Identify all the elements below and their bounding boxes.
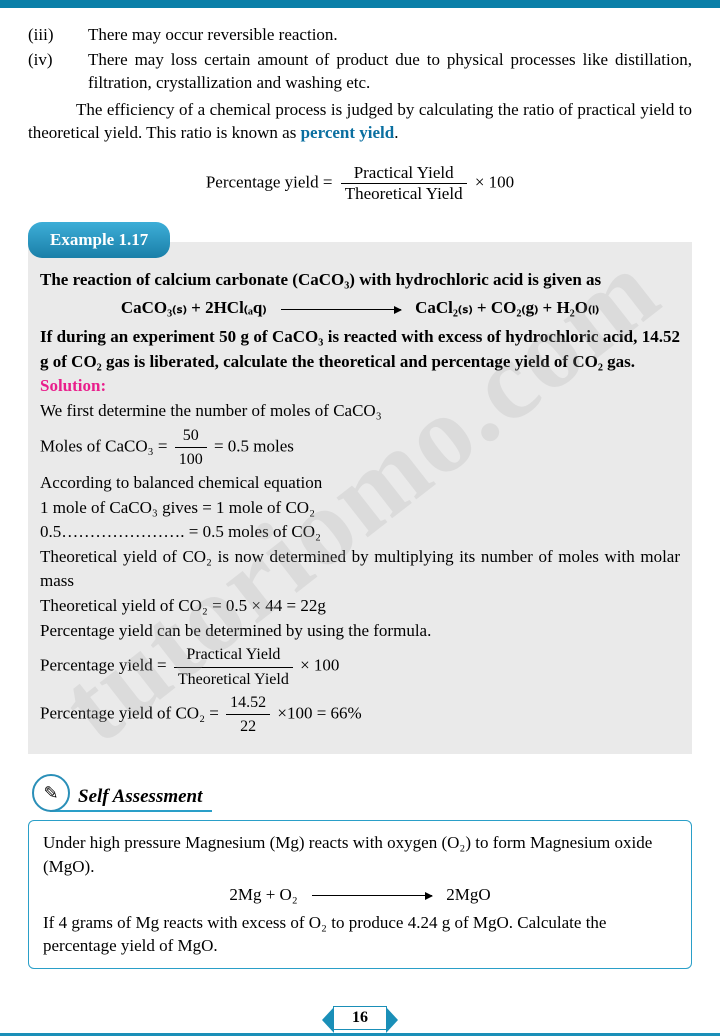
self-assessment-header: ✎ Self Assessment — [28, 780, 692, 816]
example-equation: CaCO₃₍ₛ₎ + 2HCl₍ₐq₎ CaCl₂₍ₛ₎ + CO₂₍g₎ + … — [40, 296, 680, 321]
list-number: (iv) — [28, 49, 88, 95]
self-assessment-title: Self Assessment — [50, 782, 212, 812]
header-stripe — [0, 0, 720, 8]
step9-num: Practical Yield — [174, 643, 293, 667]
list-text: There may loss certain amount of product… — [88, 49, 692, 95]
formula-denominator: Theoretical Yield — [341, 184, 467, 204]
intro-end: . — [394, 123, 398, 142]
solution-step-6: Theoretical yield of CO₂ is now determin… — [40, 545, 680, 594]
example-question-2: If during an experiment 50 g of CaCO₃ is… — [40, 325, 680, 374]
solution-step-8: Percentage yield can be determined by us… — [40, 619, 680, 644]
solution-label: Solution: — [40, 374, 680, 399]
step2-lhs: Moles of CaCO₃ = — [40, 436, 167, 455]
formula-fraction: Practical Yield Theoretical Yield — [341, 163, 467, 204]
reaction-arrow-icon — [312, 895, 432, 896]
sa-equation: 2Mg + O₂ 2MgO — [43, 883, 677, 907]
page-number-badge: 16 — [333, 1006, 387, 1030]
example-question-1: The reaction of calcium carbonate (CaCO₃… — [40, 268, 680, 293]
step9-den: Theoretical Yield — [174, 668, 293, 691]
solution-step-1: We first determine the number of moles o… — [40, 399, 680, 424]
step10-lhs: Percentage yield of CO₂ = — [40, 703, 219, 722]
step2-den: 100 — [175, 448, 207, 471]
step10-fraction: 14.5222 — [226, 691, 270, 738]
step9-lhs: Percentage yield = — [40, 656, 167, 675]
step9-fraction: Practical YieldTheoretical Yield — [174, 643, 293, 690]
sa-eq-left: 2Mg + O₂ — [229, 885, 297, 904]
eq-right: CaCl₂₍ₛ₎ + CO₂₍g₎ + H₂O₍ₗ₎ — [415, 298, 599, 317]
solution-step-5: 0.5…………………. = 0.5 moles of CO₂ — [40, 520, 680, 545]
sa-paragraph-1: Under high pressure Magnesium (Mg) react… — [43, 831, 677, 879]
percent-yield-term: percent yield — [301, 123, 395, 142]
list-text: There may occur reversible reaction. — [88, 24, 692, 47]
eq-left: CaCO₃₍ₛ₎ + 2HCl₍ₐq₎ — [121, 298, 267, 317]
solution-step-4: 1 mole of CaCO₃ gives = 1 mole of CO₂ — [40, 496, 680, 521]
percentage-yield-formula: Percentage yield = Practical Yield Theor… — [28, 163, 692, 204]
example-section: Example 1.17 The reaction of calcium car… — [28, 222, 692, 754]
solution-step-7: Theoretical yield of CO₂ = 0.5 × 44 = 22… — [40, 594, 680, 619]
step2-num: 50 — [175, 424, 207, 448]
step10-den: 22 — [226, 715, 270, 738]
example-badge: Example 1.17 — [28, 222, 170, 258]
page-number: 16 — [333, 1006, 387, 1030]
step10-num: 14.52 — [226, 691, 270, 715]
page-content: (iii) There may occur reversible reactio… — [0, 16, 720, 969]
formula-lhs: Percentage yield = — [206, 172, 333, 191]
formula-numerator: Practical Yield — [341, 163, 467, 184]
step9-rhs: × 100 — [300, 656, 339, 675]
step10-rhs: ×100 = 66% — [277, 703, 361, 722]
step2-fraction: 50100 — [175, 424, 207, 471]
pencil-icon: ✎ — [32, 774, 70, 812]
intro-paragraph: The efficiency of a chemical process is … — [28, 99, 692, 145]
solution-step-9: Percentage yield = Practical YieldTheore… — [40, 643, 680, 690]
self-assessment-box: Under high pressure Magnesium (Mg) react… — [28, 820, 692, 969]
self-assessment-section: ✎ Self Assessment Under high pressure Ma… — [28, 780, 692, 969]
example-box: The reaction of calcium carbonate (CaCO₃… — [28, 242, 692, 754]
sa-paragraph-2: If 4 grams of Mg reacts with excess of O… — [43, 911, 677, 959]
solution-step-2: Moles of CaCO₃ = 50100 = 0.5 moles — [40, 424, 680, 471]
list-number: (iii) — [28, 24, 88, 47]
list-item-iii: (iii) There may occur reversible reactio… — [28, 24, 692, 47]
list-item-iv: (iv) There may loss certain amount of pr… — [28, 49, 692, 95]
sa-eq-right: 2MgO — [446, 885, 490, 904]
step2-rhs: = 0.5 moles — [214, 436, 294, 455]
formula-rhs: × 100 — [475, 172, 514, 191]
reaction-arrow-icon — [281, 309, 401, 310]
solution-step-3: According to balanced chemical equation — [40, 471, 680, 496]
solution-step-10: Percentage yield of CO₂ = 14.5222 ×100 =… — [40, 691, 680, 738]
